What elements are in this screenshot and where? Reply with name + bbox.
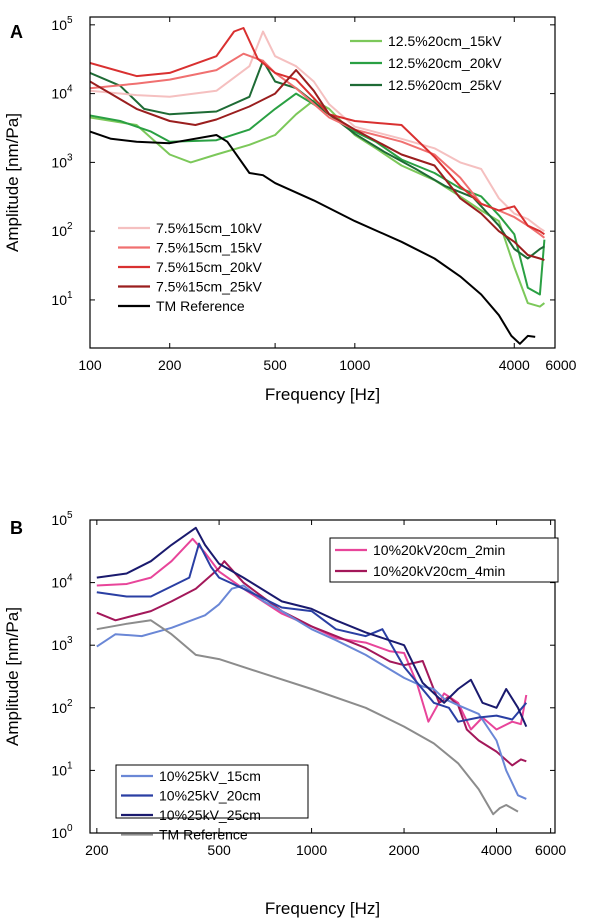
series-line-3: [96, 542, 528, 723]
y-tick-label: 103: [51, 635, 73, 653]
panel-label: A: [10, 22, 23, 42]
plot-frame: [89, 519, 556, 834]
legend-frame: [329, 537, 559, 583]
chart-panel-b: 200 500 1000 2000 4000 6000100101102103104105…: [3, 510, 566, 918]
plot-frame: [89, 16, 556, 349]
legend-bottom-left: 10%25kV_15cm 10%25kV_20cm 10%25kV_25cm TM R…: [115, 764, 309, 843]
x-tick-label: 1000: [296, 842, 327, 858]
y-tick-exponent: 4: [67, 573, 73, 584]
legend-entry-label: 12.5%20cm_20kV: [388, 55, 502, 71]
legend-entry-label: TM Reference: [156, 298, 245, 314]
y-axis-label: Amplitude [nm/Pa]: [3, 607, 22, 746]
legend-bottom-left: 7.5%15cm_10kV 7.5%15cm_15kV 7.5%15cm_20kV 7…: [118, 220, 263, 314]
series-line-2: [96, 584, 527, 800]
legend-entry-label: 12.5%20cm_25kV: [388, 77, 502, 93]
y-tick-exponent: 1: [67, 760, 73, 771]
legend-entry-label: 10%20kV20cm_4min: [373, 563, 505, 579]
x-tick-label: 6000: [535, 842, 566, 858]
x-tick-label: 2000: [388, 842, 419, 858]
y-tick-exponent: 3: [67, 635, 73, 646]
legend-entry-label: 7.5%15cm_25kV: [156, 279, 263, 295]
y-tick-label: 100: [51, 823, 73, 841]
legend-top-right: 12.5%20cm_15kV 12.5%20cm_20kV 12.5%20cm_25…: [350, 33, 502, 93]
panel-label: B: [10, 518, 23, 538]
legend-entry-label: 10%25kV_15cm: [159, 768, 261, 784]
legend-frame: [115, 764, 309, 819]
x-tick-label: 6000: [545, 357, 576, 373]
y-tick-label: 105: [51, 510, 73, 528]
legend-entry-label: 10%25kV_25cm: [159, 807, 261, 823]
series-line-4: [96, 526, 528, 728]
y-tick-exponent: 3: [67, 152, 73, 163]
x-tick-label: 4000: [481, 842, 512, 858]
chart-panel-a: 100 200 500 1000 4000 6000 101 102 103 104 105 Freq…: [3, 15, 577, 404]
legend-entry-label: 7.5%15cm_10kV: [156, 220, 263, 236]
legend-entry-label: TM Reference: [159, 827, 248, 843]
y-tick-exponent: 5: [67, 15, 73, 26]
x-tick-label: 1000: [339, 357, 370, 373]
series-line-6: [90, 69, 545, 262]
series-line-0: [96, 537, 528, 731]
legend-entry-label: 10%25kV_20cm: [159, 788, 261, 804]
y-tick-label: 104: [51, 573, 73, 591]
y-tick-label: 103: [51, 152, 73, 170]
series-line-5: [96, 619, 519, 816]
x-tick-label: 100: [78, 357, 102, 373]
y-tick-label: 101: [51, 760, 73, 778]
x-axis-label: Frequency [Hz]: [265, 385, 380, 404]
y-tick-exponent: 5: [67, 510, 73, 521]
y-tick-exponent: 2: [67, 698, 73, 709]
y-tick-exponent: 4: [67, 84, 73, 95]
legend-entry-label: 7.5%15cm_15kV: [156, 240, 263, 256]
y-tick-exponent: 0: [67, 823, 73, 834]
series-line-3: [90, 30, 545, 233]
series-group: [96, 526, 528, 816]
legend-entry-label: 10%20kV20cm_2min: [373, 542, 505, 558]
legend-entry-label: 7.5%15cm_20kV: [156, 259, 263, 275]
y-tick-exponent: 2: [67, 221, 73, 232]
y-tick-label: 105: [51, 15, 73, 33]
y-axis-label: Amplitude [nm/Pa]: [3, 113, 22, 252]
x-tick-label: 200: [85, 842, 109, 858]
x-axis-label: Frequency [Hz]: [265, 899, 380, 918]
y-tick-label: 104: [51, 84, 73, 102]
x-tick-label: 200: [158, 357, 182, 373]
x-tick-label: 4000: [499, 357, 530, 373]
y-tick-label: 101: [51, 290, 73, 308]
y-tick-label: 102: [51, 221, 73, 239]
series-line-5: [90, 27, 545, 236]
series-line-0: [90, 99, 546, 308]
x-tick-label: 500: [207, 842, 231, 858]
series-line-1: [96, 560, 527, 767]
series-group: [90, 27, 546, 345]
x-tick-label: 500: [263, 357, 287, 373]
series-line-7: [90, 130, 536, 345]
y-tick-exponent: 1: [67, 290, 73, 301]
y-tick-label: 102: [51, 698, 73, 716]
legend-entry-label: 12.5%20cm_15kV: [388, 33, 502, 49]
legend-top-right: 10%20kV20cm_2min 10%20kV20cm_4min: [329, 537, 559, 583]
